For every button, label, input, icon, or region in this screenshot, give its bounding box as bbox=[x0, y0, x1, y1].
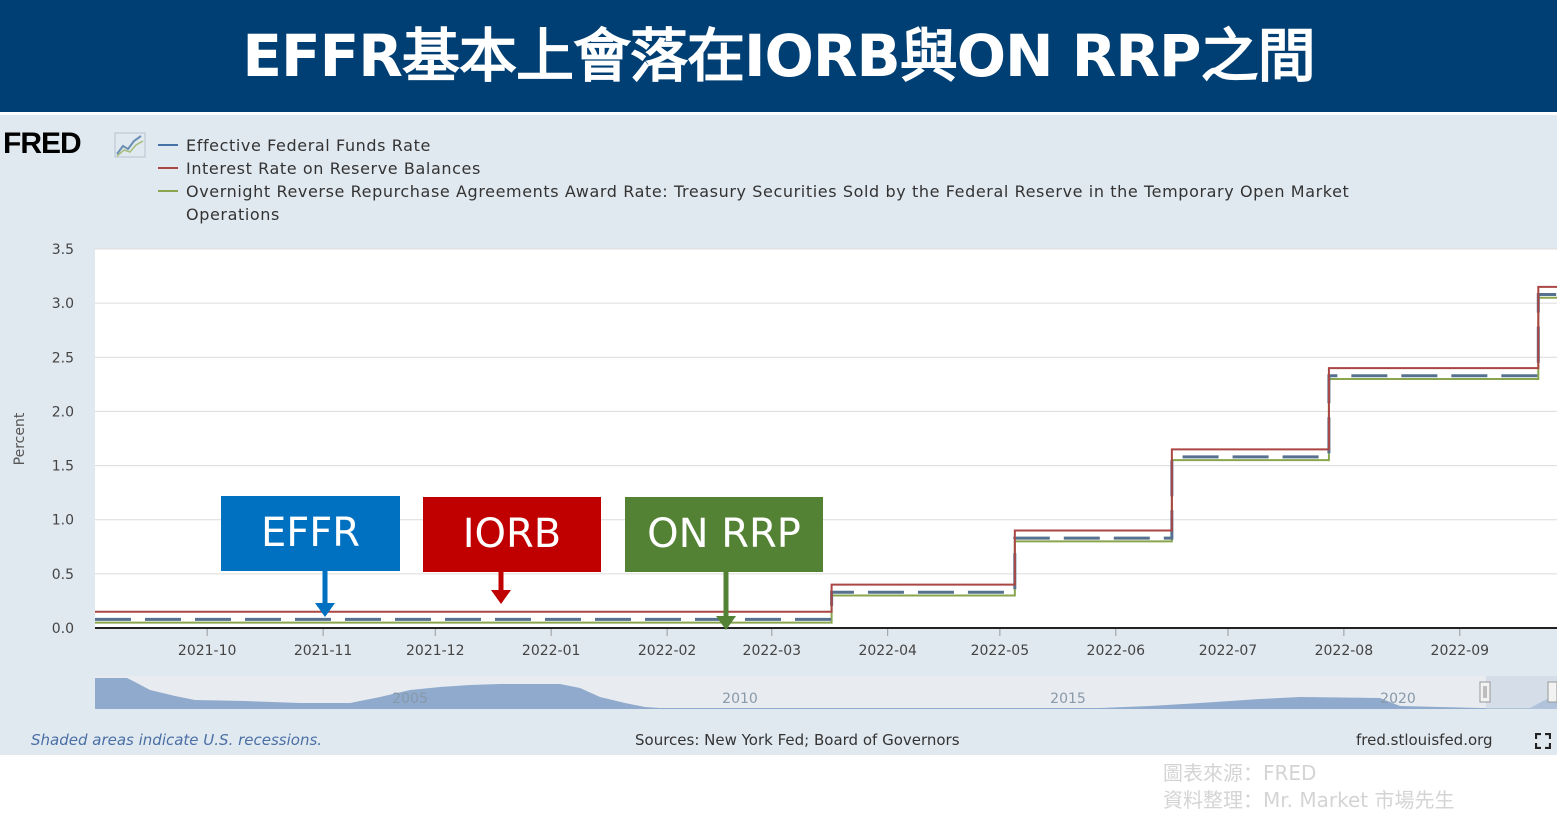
navigator-label: 2010 bbox=[722, 691, 758, 707]
legend-label: Interest Rate on Reserve Balances bbox=[186, 159, 481, 178]
y-tick-label: 0.0 bbox=[52, 621, 74, 637]
annotation-label: IORB bbox=[462, 511, 562, 557]
x-tick-label: 2022-02 bbox=[638, 643, 697, 659]
sources-note: Sources: New York Fed; Board of Governor… bbox=[635, 731, 960, 749]
credit-author: 資料整理：Mr. Market 市場先生 bbox=[1163, 788, 1455, 812]
legend-label: Overnight Reverse Repurchase Agreements … bbox=[186, 182, 1350, 224]
legend-item-onrrp[interactable]: Overnight Reverse Repurchase Agreements … bbox=[158, 180, 1418, 226]
y-tick-label: 2.5 bbox=[52, 350, 74, 366]
recession-note: Shaded areas indicate U.S. recessions. bbox=[31, 731, 323, 749]
x-tick-label: 2022-03 bbox=[743, 643, 802, 659]
credit-source: 圖表來源：FRED bbox=[1163, 761, 1317, 785]
annotation-effr: EFFR bbox=[221, 496, 400, 571]
navigator-right-handle[interactable] bbox=[1547, 681, 1557, 703]
plot-area bbox=[95, 249, 1557, 628]
legend-swatch bbox=[158, 166, 178, 169]
annotation-label: ON RRP bbox=[647, 511, 801, 557]
y-tick-label: 3.0 bbox=[52, 296, 74, 312]
chart-line-icon bbox=[114, 132, 146, 158]
annotation-label: EFFR bbox=[260, 510, 361, 556]
annotation-on-rrp: ON RRP bbox=[625, 497, 823, 572]
navigator-label: 2015 bbox=[1050, 691, 1086, 707]
navigator-left-handle[interactable] bbox=[1479, 681, 1491, 703]
fullscreen-icon[interactable] bbox=[1535, 733, 1551, 749]
y-tick-label: 1.0 bbox=[52, 513, 74, 529]
navigator-selection[interactable] bbox=[1486, 676, 1557, 709]
legend-label: Effective Federal Funds Rate bbox=[186, 136, 431, 155]
legend-item-iorb[interactable]: Interest Rate on Reserve Balances bbox=[158, 157, 1418, 180]
navigator[interactable]: 2005 2010 2015 2020 bbox=[95, 676, 1557, 709]
title-banner bbox=[0, 0, 1557, 112]
x-tick-label: 2022-07 bbox=[1199, 643, 1258, 659]
y-tick-label: 3.5 bbox=[52, 242, 74, 258]
x-tick-label: 2022-08 bbox=[1315, 643, 1374, 659]
y-tick-label: 0.5 bbox=[52, 567, 74, 583]
legend-item-effr[interactable]: Effective Federal Funds Rate bbox=[158, 134, 1418, 157]
legend-swatch bbox=[158, 189, 178, 192]
fred-site-link[interactable]: fred.stlouisfed.org bbox=[1356, 731, 1493, 749]
legend-swatch bbox=[158, 143, 178, 146]
x-tick-label: 2022-04 bbox=[858, 643, 917, 659]
page-title: EFFR基本上會落在IORB與ON RRP之間 bbox=[242, 22, 1315, 90]
x-tick-label: 2021-12 bbox=[406, 643, 465, 659]
x-tick-label: 2021-10 bbox=[178, 643, 237, 659]
x-tick-label: 2022-06 bbox=[1087, 643, 1146, 659]
x-tick-label: 2022-05 bbox=[971, 643, 1030, 659]
navigator-label: 2020 bbox=[1380, 691, 1416, 707]
series-line-1 bbox=[95, 285, 1557, 613]
navigator-label: 2005 bbox=[392, 691, 428, 707]
annotation-iorb: IORB bbox=[423, 497, 601, 572]
fred-logo[interactable]: FRED bbox=[3, 127, 82, 160]
x-tick-label: 2022-01 bbox=[522, 643, 581, 659]
navigator-history-area bbox=[95, 678, 1557, 709]
y-tick-label: 1.5 bbox=[52, 459, 74, 475]
x-tick-label: 2021-11 bbox=[294, 643, 353, 659]
y-tick-label: 2.0 bbox=[52, 404, 74, 420]
x-tick-label: 2022-09 bbox=[1431, 643, 1490, 659]
y-axis-label: Percent bbox=[12, 412, 28, 465]
